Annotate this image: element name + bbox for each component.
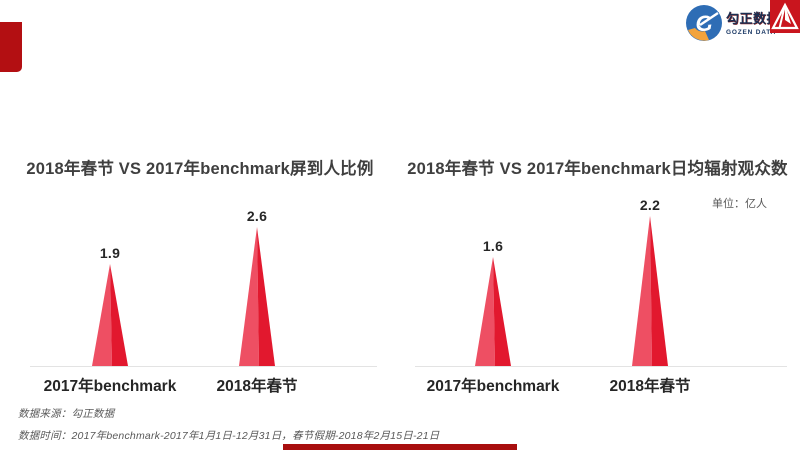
red-triangle-logo-icon [770, 0, 800, 33]
triangle-shape [632, 216, 668, 366]
x-axis-line [30, 366, 377, 367]
triangle-bar-2018-spring: 2.6 [187, 208, 327, 366]
brand-text: 勾正数据 GOZEN DATA [726, 8, 781, 36]
data-label: 1.9 [99, 245, 121, 261]
x-axis-line [415, 366, 787, 367]
brand-name-en: GOZEN DATA [726, 29, 777, 36]
data-label: 1.6 [482, 238, 504, 254]
category-label: 2018年春节 [609, 378, 691, 395]
chart-screen-reach-ratio: 2018年春节 VS 2017年benchmark屏到人比例 1.9 2.6 2… [15, 155, 385, 405]
chart-daily-audience: 2018年春节 VS 2017年benchmark日均辐射观众数 单位：亿人 1… [400, 155, 795, 405]
red-corner-block [0, 22, 22, 72]
chart-title: 2018年春节 VS 2017年benchmark屏到人比例 [26, 160, 374, 178]
category-label: 2017年benchmark [426, 378, 560, 395]
brand-logo: G 勾正数据 GOZEN DATA [640, 0, 800, 46]
triangle-shape [239, 227, 275, 366]
brand-name-cn: 勾正数据 [726, 11, 781, 26]
category-label: 2018年春节 [216, 378, 298, 395]
triangle-bar-2018-spring: 2.2 [580, 197, 720, 366]
triangle-shape [475, 257, 511, 366]
data-label: 2.2 [639, 197, 661, 213]
unit-label: 单位：亿人 [712, 198, 767, 210]
chart-title: 2018年春节 VS 2017年benchmark日均辐射观众数 [407, 160, 788, 178]
category-label: 2017年benchmark [43, 378, 177, 395]
gozen-circle-icon: G [686, 5, 722, 41]
triangle-bar-2017-benchmark: 1.6 [423, 238, 563, 366]
data-source-note: 数据来源：勾正数据 [18, 408, 115, 420]
data-time-note: 数据时间：2017年benchmark-2017年1月1日-12月31日，春节假… [18, 430, 440, 442]
triangle-bar-2017-benchmark: 1.9 [40, 245, 180, 366]
triangle-shape [92, 264, 128, 366]
bottom-red-bar [283, 444, 517, 450]
data-label: 2.6 [246, 208, 268, 224]
